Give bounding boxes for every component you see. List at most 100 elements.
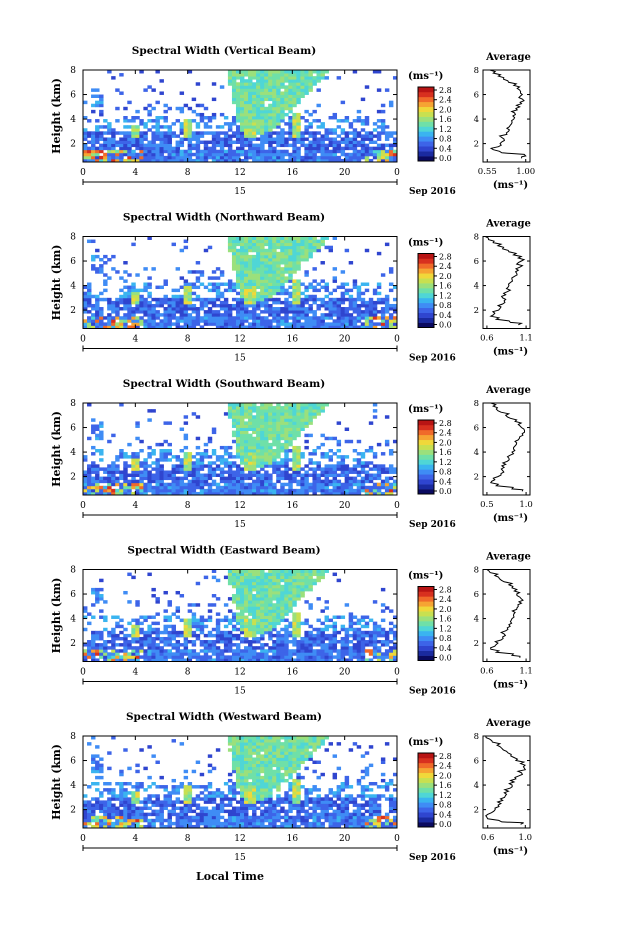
- heatmap-cell: [328, 307, 333, 311]
- heatmap-cell: [195, 155, 201, 160]
- heatmap-cell: [240, 627, 245, 632]
- heatmap-cell: [356, 288, 362, 293]
- heatmap-cell: [292, 264, 297, 268]
- heatmap-cell: [248, 436, 253, 441]
- heatmap-cell: [235, 597, 241, 601]
- heatmap-cell: [288, 597, 293, 601]
- heatmap-cell: [292, 245, 297, 250]
- heatmap-cell: [352, 158, 358, 163]
- heatmap-cell: [199, 158, 205, 163]
- heatmap-cell: [143, 615, 148, 619]
- heatmap-cell: [163, 319, 168, 323]
- heatmap-cell: [256, 627, 261, 632]
- heatmap-cell: [276, 594, 281, 598]
- heatmap-cell: [252, 325, 257, 329]
- heatmap-cell: [240, 91, 245, 95]
- heatmap-cell: [308, 643, 313, 647]
- x-tick-label: 0: [80, 168, 86, 178]
- heatmap-cell: [272, 109, 277, 114]
- heatmap-cell: [276, 319, 281, 323]
- heatmap-cell: [183, 300, 189, 305]
- heatmap-cell: [304, 109, 309, 114]
- heatmap-cell: [304, 88, 309, 92]
- heatmap-cell: [227, 125, 233, 129]
- heatmap-cell: [207, 485, 213, 490]
- heatmap-cell: [171, 470, 176, 474]
- heatmap-cell: [380, 152, 386, 157]
- heatmap-cell: [99, 479, 104, 484]
- heatmap-cell: [280, 134, 285, 138]
- heatmap-cell: [147, 149, 152, 154]
- heatmap-cell: [123, 470, 128, 474]
- heatmap-cell: [107, 137, 112, 141]
- heatmap-cell: [191, 603, 197, 607]
- heatmap-cell: [191, 633, 197, 638]
- heatmap-cell: [231, 455, 237, 459]
- heatmap-cell: [256, 97, 261, 102]
- heatmap-cell: [264, 307, 269, 311]
- heatmap-cell: [119, 288, 124, 293]
- heatmap-cell: [284, 279, 289, 283]
- heatmap-cell: [244, 485, 249, 490]
- heatmap-cell: [336, 285, 342, 290]
- heatmap-cell: [159, 479, 164, 484]
- heatmap-cell: [119, 403, 124, 407]
- heatmap-cell: [316, 303, 321, 308]
- heatmap-cell: [280, 594, 285, 598]
- heatmap-cell: [227, 122, 233, 126]
- heatmap-cell: [167, 488, 172, 493]
- x-tick-label: 16: [287, 335, 299, 345]
- heatmap-cell: [356, 470, 362, 474]
- heatmap-cell: [135, 273, 140, 277]
- heatmap-cell: [384, 88, 390, 92]
- heatmap-cell: [268, 325, 273, 329]
- heatmap-cell: [215, 482, 221, 487]
- heatmap-cell: [264, 155, 269, 160]
- heatmap-cell: [296, 433, 301, 438]
- heatmap-cell: [360, 119, 366, 123]
- heatmap-cell: [183, 624, 189, 629]
- heatmap-cell: [264, 70, 269, 74]
- heatmap-cell: [171, 316, 176, 320]
- heatmap-cell: [240, 640, 245, 644]
- heatmap-cell: [240, 421, 245, 425]
- heatmap-cell: [115, 491, 120, 496]
- heatmap-cell: [240, 458, 245, 462]
- heatmap-cell: [380, 143, 386, 148]
- heatmap-cell: [99, 109, 104, 114]
- heatmap-cell: [280, 597, 285, 601]
- heatmap-cell: [376, 297, 382, 302]
- colorbar-swatch: [418, 322, 434, 328]
- heatmap-cell: [332, 630, 338, 635]
- heatmap-cell: [235, 282, 241, 286]
- heatmap-cell: [276, 587, 281, 592]
- heatmap-cell: [264, 116, 269, 120]
- heatmap-cell: [276, 452, 281, 456]
- heatmap-cell: [300, 646, 305, 650]
- panel-title: Spectral Width (Southward Beam): [123, 378, 325, 390]
- colorbar-swatch: [418, 253, 434, 259]
- heatmap-cell: [380, 479, 386, 484]
- heatmap-cell: [231, 152, 237, 157]
- heatmap-cell: [276, 578, 281, 583]
- heatmap-cell: [340, 473, 346, 477]
- heatmap-cell: [91, 267, 96, 271]
- heatmap-cell: [211, 155, 217, 160]
- heatmap-cell: [244, 633, 249, 638]
- x-tick-label: 0: [80, 501, 86, 511]
- heatmap-cell: [135, 627, 140, 632]
- heatmap-cell: [111, 155, 116, 160]
- heatmap-cell: [328, 149, 333, 154]
- heatmap-cell: [304, 245, 309, 250]
- heatmap-cell: [280, 412, 285, 416]
- heatmap-cell: [240, 97, 245, 102]
- y-axis-label: Height (km): [50, 245, 63, 321]
- heatmap-cell: [244, 152, 249, 157]
- heatmap-cell: [227, 488, 233, 493]
- heatmap-cell: [135, 470, 140, 474]
- heatmap-cell: [288, 640, 293, 644]
- heatmap-cell: [288, 128, 293, 132]
- heatmap-cell: [284, 276, 289, 280]
- heatmap-cell: [99, 615, 104, 619]
- heatmap-cell: [388, 155, 394, 160]
